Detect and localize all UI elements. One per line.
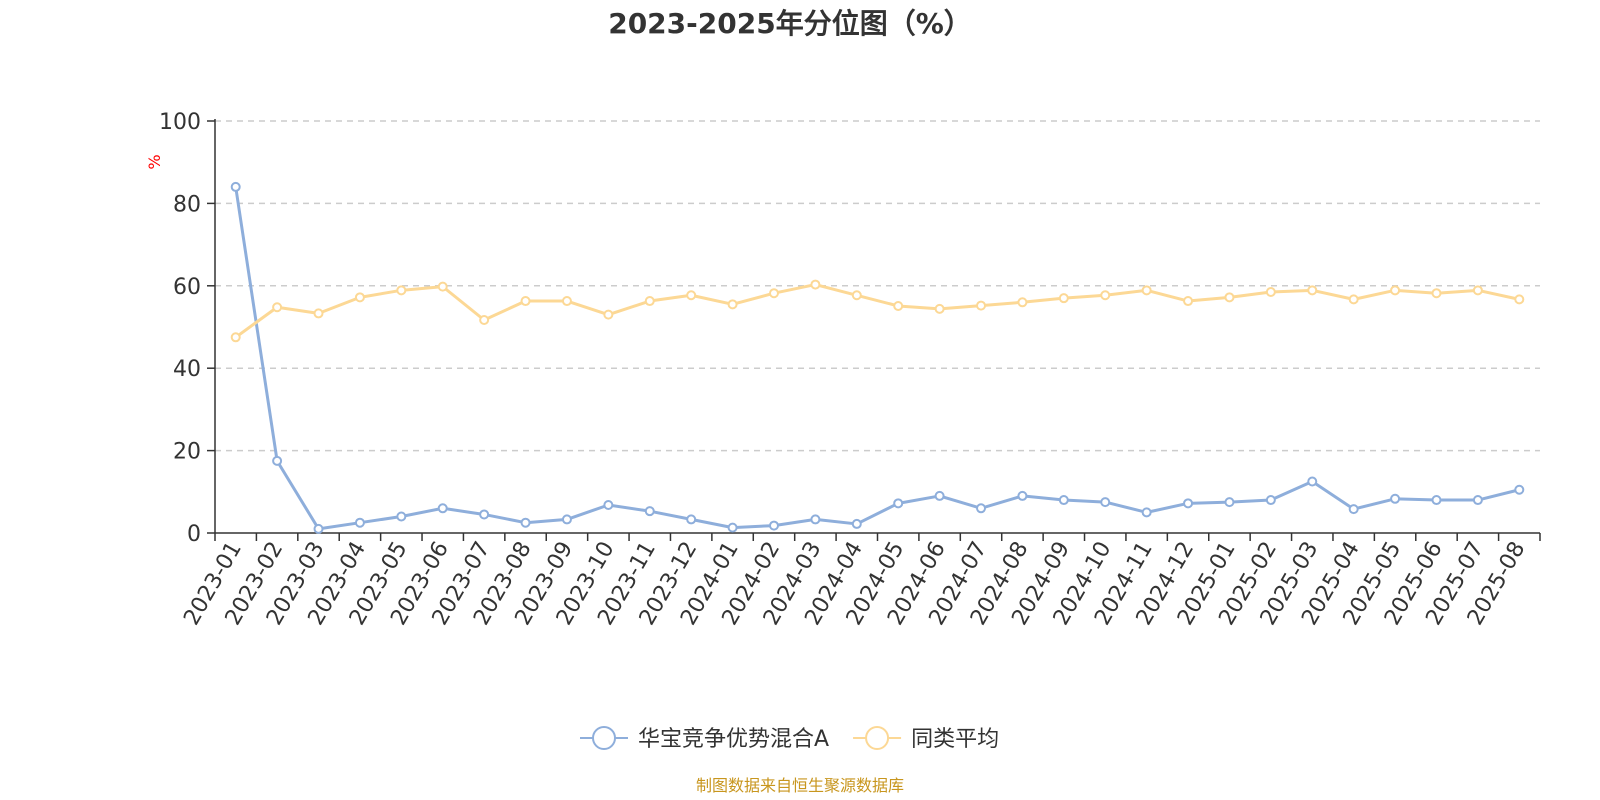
data-point [1348,504,1359,515]
data-point [1265,286,1276,297]
data-point [1348,294,1359,305]
data-point [644,506,655,517]
data-point [1224,292,1235,303]
chart-title: 2023-2025年分位图（%） [608,7,972,40]
series-line [234,186,1520,531]
data-point [1265,495,1276,506]
data-point [810,279,821,290]
data-point [1472,285,1483,296]
data-point [686,514,697,525]
data-point [230,181,241,192]
data-point [1390,285,1401,296]
data-point [1141,507,1152,518]
data-point [893,300,904,311]
data-point [520,517,531,528]
data-point [686,290,697,301]
data-point [1431,495,1442,506]
data-point [976,300,987,311]
data-point [810,514,821,525]
data-point [396,285,407,296]
data-point [313,308,324,319]
data-point [768,288,779,299]
data-point [644,296,655,307]
data-point [354,292,365,303]
data-point [1224,497,1235,508]
data-point [1100,497,1111,508]
source-note: 制图数据来自恒生聚源数据库 [696,776,904,795]
series-group [230,279,1525,343]
data-point [272,455,283,466]
data-point [479,509,490,520]
legend-item[interactable]: 同类平均 [853,726,999,752]
y-tick-labels: 0 20 40 60 80 100 [159,110,201,547]
data-point [272,302,283,313]
data-point [1183,296,1194,307]
data-point [934,490,945,501]
data-point [1390,493,1401,504]
series-line [234,283,1520,339]
data-point [1058,495,1069,506]
data-point [768,520,779,531]
data-point [934,303,945,314]
x-tick-labels: 2023-012023-022023-032023-042023-052023-… [179,538,1530,630]
data-point [1431,288,1442,299]
data-point [1017,297,1028,308]
legend-marker [592,726,616,750]
data-point [976,503,987,514]
data-point [603,499,614,510]
data-point [727,522,738,533]
series-lines [230,181,1525,534]
legend-label: 华宝竞争优势混合A [638,727,829,752]
y-axis-unit: % [145,154,164,169]
series-group [230,181,1525,534]
data-point [1183,498,1194,509]
y-tick-label: 40 [173,357,201,382]
y-tick-label: 80 [173,192,201,217]
y-tick-label: 0 [187,522,201,547]
data-point [1472,495,1483,506]
data-point [437,503,448,514]
y-tick-label: 20 [173,440,201,465]
data-point [230,332,241,343]
data-point [437,281,448,292]
data-point [354,517,365,528]
data-point [1307,285,1318,296]
data-point [1100,290,1111,301]
legend-item[interactable]: 华宝竞争优势混合A [580,726,829,752]
data-point [313,523,324,534]
data-point [1514,484,1525,495]
axes [207,119,1541,541]
data-point [561,514,572,525]
data-point [603,309,614,320]
data-point [727,299,738,310]
legend[interactable]: 华宝竞争优势混合A 同类平均 [580,726,999,752]
data-point [561,296,572,307]
data-point [851,290,862,301]
legend-marker [865,726,890,750]
data-point [479,314,490,325]
data-point [1307,476,1318,487]
grid-lines [215,120,1540,452]
data-point [520,296,531,307]
y-tick-label: 100 [159,110,201,135]
data-point [851,518,862,529]
data-point [893,498,904,509]
data-point [1141,285,1152,296]
y-tick-label: 60 [173,275,201,300]
legend-label: 同类平均 [911,727,999,752]
data-point [1058,293,1069,304]
data-point [1017,490,1028,501]
data-point [1514,294,1525,305]
data-point [396,511,407,522]
